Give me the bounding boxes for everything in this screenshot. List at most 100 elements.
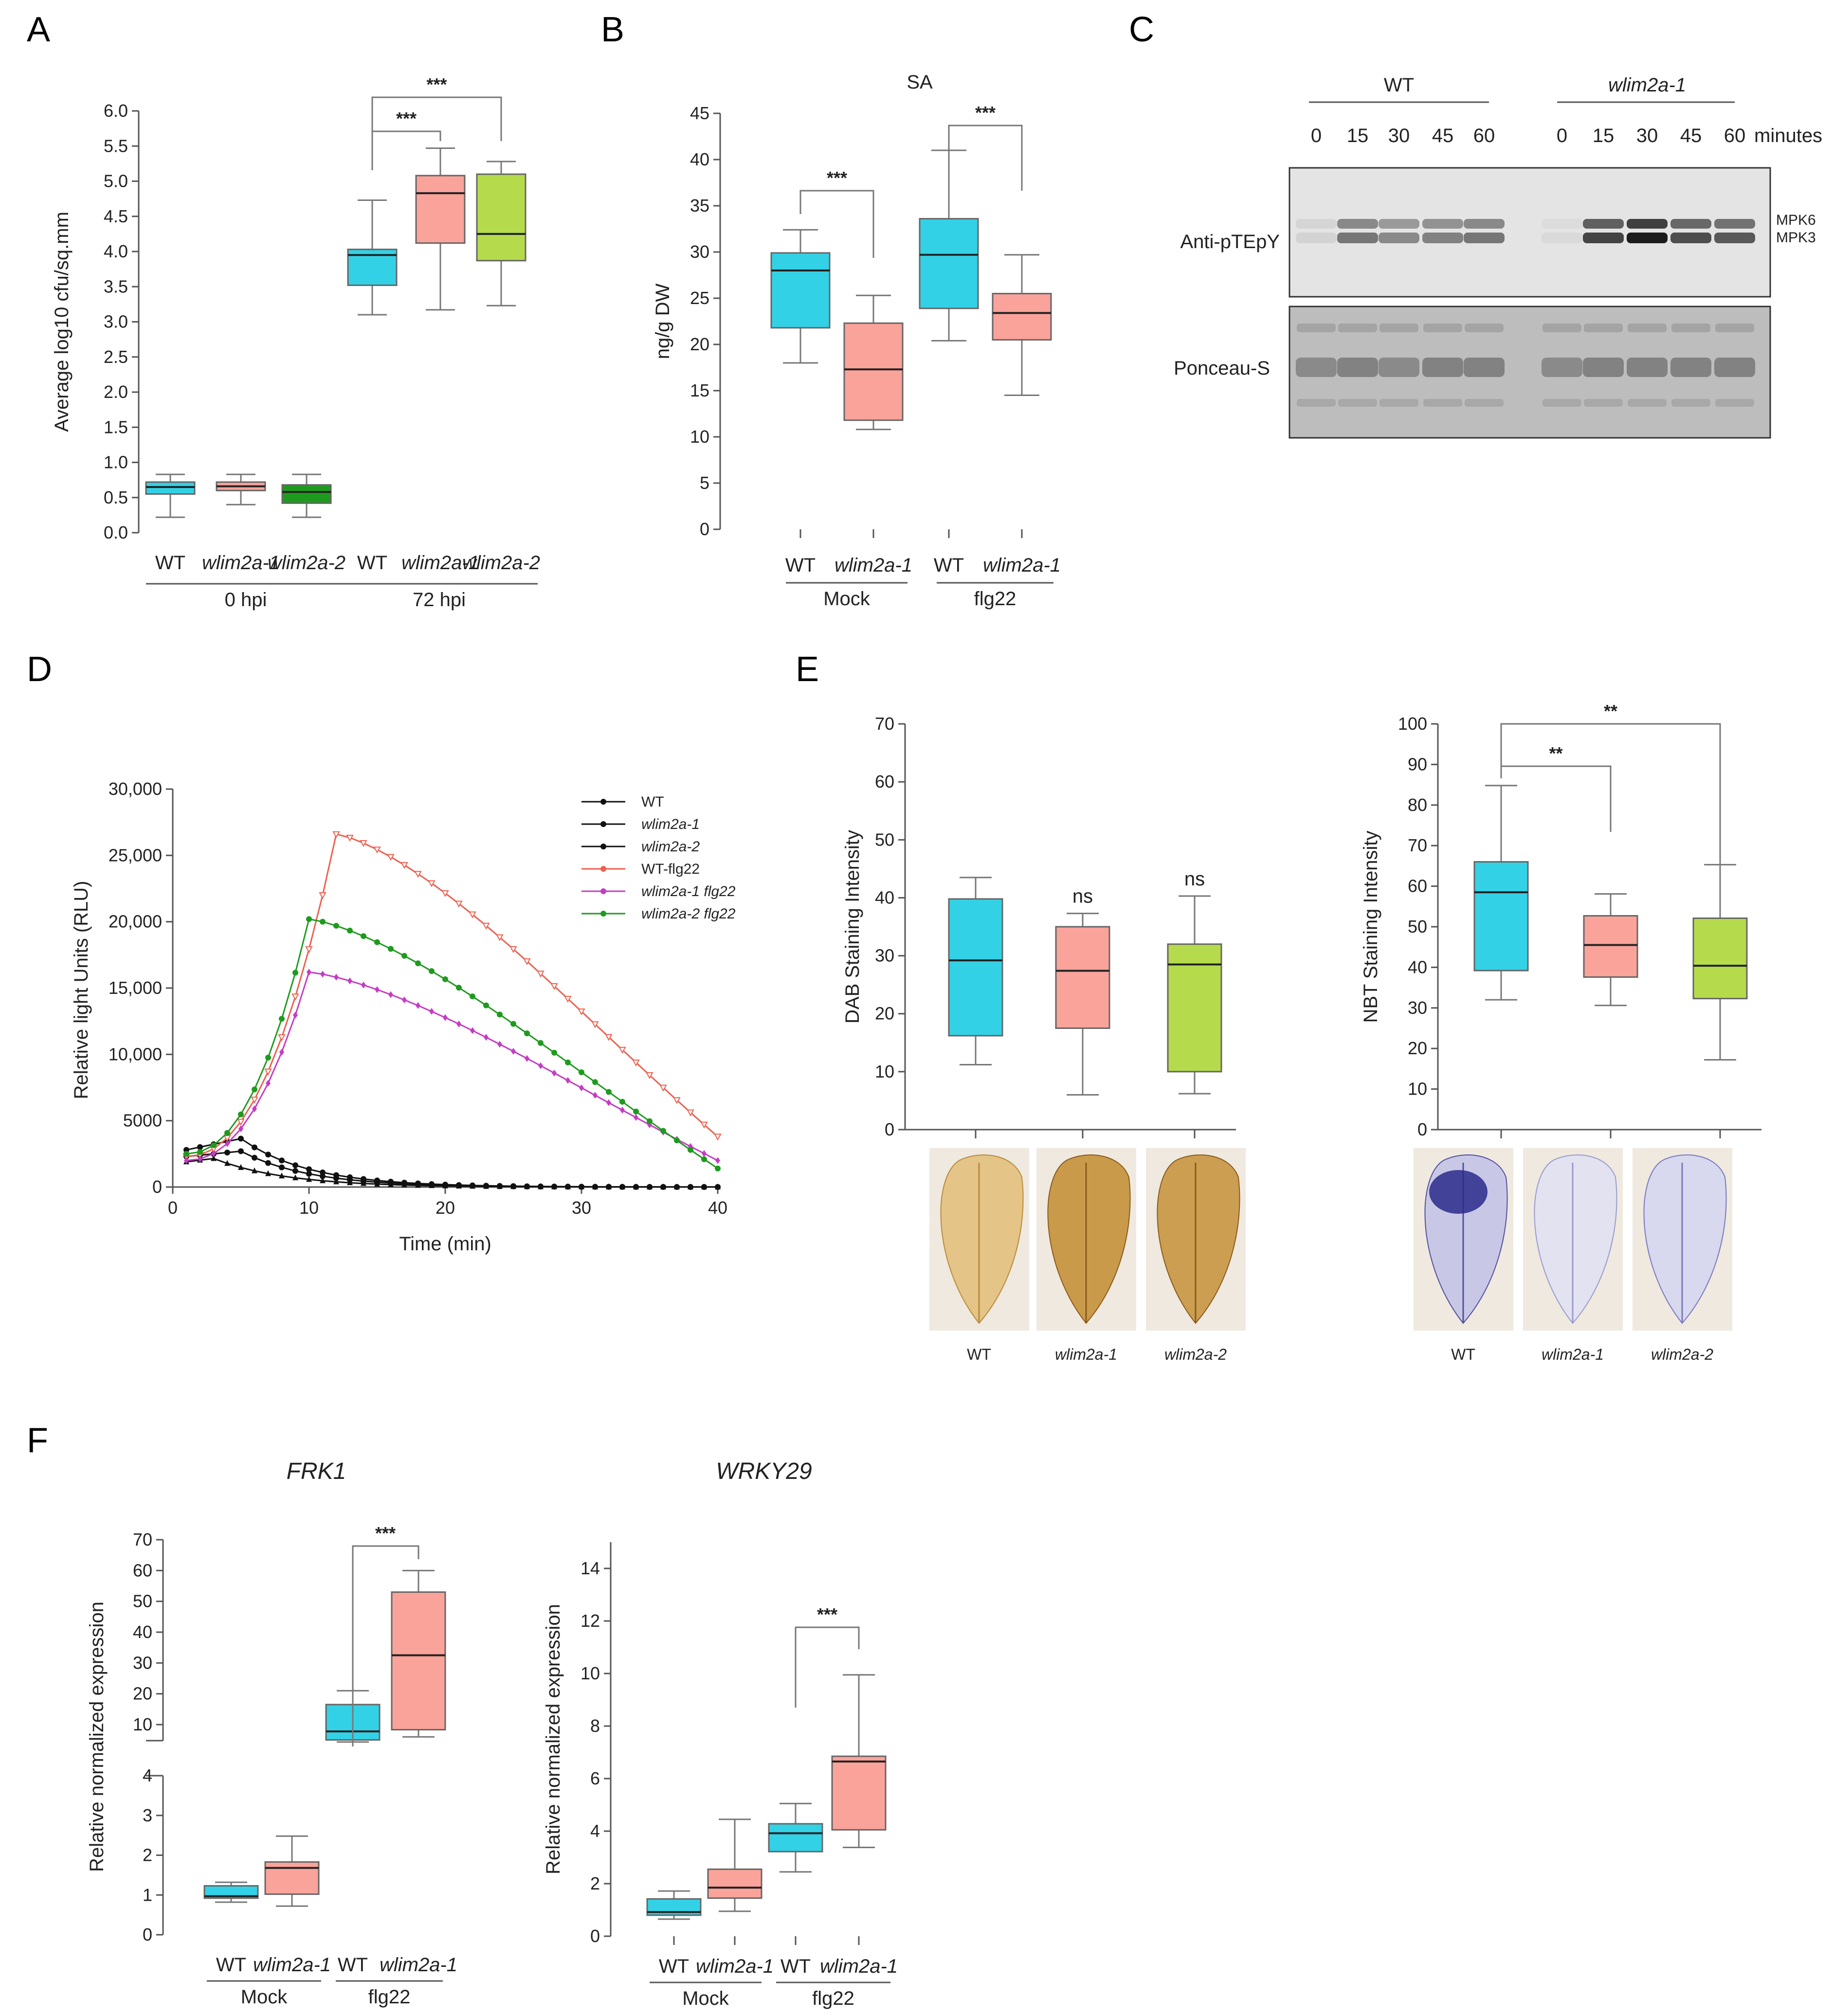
data-point — [618, 1046, 626, 1054]
dab-leaf-wlim2a-1 — [1047, 1154, 1131, 1324]
y-tick-label: 0 — [152, 1177, 162, 1197]
data-point — [238, 1125, 243, 1133]
leaf-label: wlim2a-2 — [1164, 1346, 1227, 1363]
y-tick-label: 60 — [133, 1560, 152, 1580]
data-point — [537, 971, 544, 978]
series-line — [186, 833, 718, 1157]
data-point — [632, 1060, 640, 1067]
data-point — [252, 1105, 257, 1113]
significance-label: ** — [1604, 701, 1617, 721]
data-point — [266, 1080, 271, 1087]
box — [1473, 861, 1529, 972]
y-tick-label: 1.0 — [104, 452, 128, 472]
data-point — [702, 1150, 707, 1157]
data-point — [292, 1162, 298, 1169]
box — [1583, 915, 1638, 978]
timepoint-label: 0 — [1557, 125, 1567, 146]
y-tick-label: 10 — [1408, 1079, 1427, 1099]
legend-label: wlim2a-2 — [641, 839, 700, 855]
data-point — [414, 871, 422, 878]
panel-letter-f: F — [27, 1421, 48, 1460]
y-axis-label: DAB Staining Intensity — [842, 830, 863, 1024]
data-point — [265, 1152, 271, 1158]
legend-marker — [600, 911, 606, 917]
y-tick-label: 30 — [133, 1653, 152, 1673]
data-point — [456, 985, 462, 991]
chart-title: FRK1 — [287, 1458, 346, 1484]
category-label: WT — [659, 1956, 689, 1977]
y-tick-label: 2.0 — [104, 382, 128, 402]
data-point — [701, 1156, 707, 1162]
data-point — [347, 977, 352, 985]
data-point — [279, 1048, 284, 1056]
data-point — [238, 1135, 244, 1142]
y-tick-label: 2 — [143, 1845, 152, 1865]
y-tick-label: 30 — [690, 242, 709, 262]
data-point — [265, 1160, 271, 1166]
y-tick-label: 50 — [1408, 917, 1427, 936]
band-label: MPK6 — [1776, 212, 1816, 228]
y-tick-label: 2 — [590, 1873, 600, 1893]
data-point — [264, 1068, 272, 1076]
group-label: Mock — [682, 1988, 729, 2009]
y-tick-label: 5000 — [123, 1111, 162, 1131]
data-point — [469, 911, 476, 918]
data-point — [659, 1084, 667, 1092]
category-label: WT — [216, 1954, 246, 1976]
y-tick-label: 45 — [690, 103, 709, 123]
data-point — [538, 1062, 543, 1069]
ponceau-band — [1379, 358, 1419, 377]
group-label: 0 hpi — [225, 589, 267, 611]
ponceau-band-lower — [1338, 399, 1377, 407]
group-label: Mock — [823, 588, 871, 610]
data-point — [714, 1134, 722, 1141]
chart-f-wrky29: 0 2 4 6 8 10 12 14 Relative normalized expressio… — [543, 1458, 898, 2009]
legend-label: WT-flg22 — [641, 861, 700, 877]
data-point — [483, 1183, 489, 1189]
category-label: wlim2a-1 — [202, 552, 280, 574]
y-tick-label: 30 — [1408, 998, 1427, 1018]
data-point — [429, 968, 435, 974]
data-point — [375, 986, 380, 993]
data-point — [265, 1170, 271, 1176]
blot-band-mpk6 — [1337, 219, 1378, 229]
y-tick-label: 15 — [690, 380, 709, 400]
blot-band-mpk3 — [1714, 233, 1755, 243]
y-axis-label: NBT Staining Intensity — [1360, 830, 1381, 1023]
data-point — [496, 934, 504, 941]
series-line — [186, 971, 718, 1161]
ponceau-band-upper — [1465, 324, 1504, 332]
data-point — [387, 854, 395, 861]
data-point — [524, 1030, 530, 1037]
data-point — [606, 1099, 611, 1106]
data-point — [211, 1142, 217, 1149]
ponceau-band — [1296, 358, 1337, 377]
ponceau-band — [1542, 358, 1582, 377]
x-tick-label: 40 — [708, 1198, 727, 1218]
ponceau-band-lower — [1715, 399, 1754, 407]
data-point — [319, 892, 327, 900]
data-point — [470, 1027, 475, 1034]
data-point — [551, 1049, 557, 1056]
y-tick-label: 0 — [1417, 1119, 1427, 1139]
box — [992, 293, 1052, 341]
data-point — [538, 1040, 544, 1046]
y-tick-label: 3 — [143, 1805, 152, 1825]
data-point — [715, 1165, 721, 1171]
y-tick-label: 10 — [581, 1663, 600, 1683]
data-point — [579, 1084, 584, 1092]
data-point — [606, 1089, 612, 1095]
data-point — [347, 927, 353, 934]
ponceau-band-upper — [1297, 324, 1336, 332]
data-point — [238, 1148, 244, 1154]
significance-label: *** — [396, 108, 417, 128]
box — [1167, 943, 1222, 1073]
y-tick-label: 25,000 — [109, 845, 162, 865]
data-point — [198, 1155, 202, 1163]
y-tick-label: 50 — [875, 829, 894, 849]
y-tick-label: 10 — [875, 1062, 894, 1081]
y-tick-label: 4.5 — [104, 206, 128, 226]
significance-bracket — [1500, 765, 1612, 832]
data-point — [388, 991, 393, 998]
data-point — [333, 1175, 339, 1181]
